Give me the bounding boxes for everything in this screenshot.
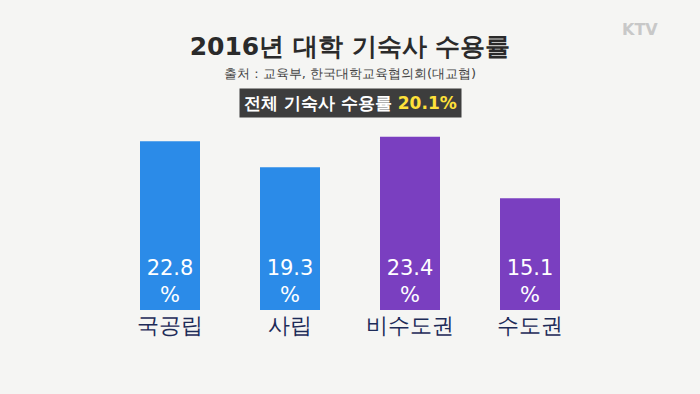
svg-text:2016년 대학 기숙사 수용률: 2016년 대학 기숙사 수용률: [190, 32, 511, 61]
svg-text:비수도권: 비수도권: [366, 313, 454, 338]
svg-text:수도권: 수도권: [497, 313, 563, 338]
svg-text:출처 : 교육부, 한국대학교육협의회(대교협): 출처 : 교육부, 한국대학교육협의회(대교협): [224, 66, 476, 81]
svg-text:19.3%: 19.3%: [267, 256, 314, 307]
svg-text:KTV: KTV: [622, 20, 658, 39]
svg-text:22.8%: 22.8%: [147, 256, 194, 307]
svg-text:국공립: 국공립: [137, 313, 203, 338]
svg-text:23.4%: 23.4%: [387, 256, 434, 307]
svg-text:전체 기숙사 수용률 20.1%: 전체 기숙사 수용률 20.1%: [244, 93, 457, 113]
svg-text:15.1%: 15.1%: [507, 256, 554, 307]
svg-text:사립: 사립: [268, 313, 312, 338]
